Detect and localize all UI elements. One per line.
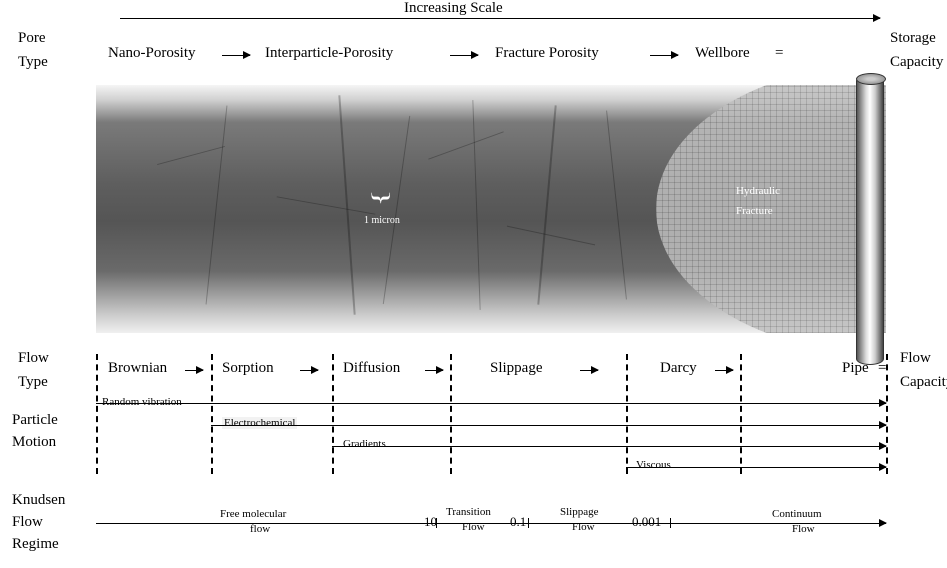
- pore-type-label-line2: Type: [18, 54, 48, 71]
- knudsen-tick-0-001: 0.001: [632, 514, 661, 530]
- knudsen-tickmark-2: [528, 518, 529, 528]
- divider-6: [740, 354, 742, 474]
- knudsen-tickmark-1: [436, 518, 437, 528]
- particle-arrow-viscous: [626, 467, 886, 468]
- flow-type-brownian: Brownian: [108, 360, 167, 377]
- pore-arrow-1: [222, 55, 250, 56]
- pore-type-wellbore: Wellbore: [695, 45, 750, 62]
- knudsen-continuum-line2: Flow: [792, 523, 815, 535]
- particle-electrochemical: Electrochemical: [222, 417, 297, 429]
- flow-arrow-5: [715, 370, 733, 371]
- flow-type-diffusion: Diffusion: [343, 360, 400, 377]
- flow-arrow-1: [185, 370, 203, 371]
- increasing-scale-label: Increasing Scale: [400, 0, 507, 17]
- knudsen-slippage-line2: Flow: [572, 521, 595, 533]
- divider-5: [626, 354, 628, 474]
- flow-capacity-label-line1: Flow: [900, 350, 931, 367]
- knudsen-transition-line1: Transition: [446, 506, 491, 518]
- pore-type-label-line1: Pore: [18, 30, 46, 47]
- pore-type-fracture: Fracture Porosity: [495, 45, 599, 62]
- knudsen-axis-arrow: [96, 523, 886, 524]
- knudsen-label-line1: Knudsen: [12, 492, 65, 509]
- knudsen-slippage-line1: Slippage: [560, 506, 599, 518]
- hydraulic-fracture-label-line2: Fracture: [736, 205, 773, 217]
- flow-type-label-line1: Flow: [18, 350, 49, 367]
- flow-capacity-label-line2: Capacity: [900, 374, 947, 391]
- increasing-scale-arrow: [120, 18, 880, 19]
- pore-type-interparticle: Interparticle-Porosity: [265, 45, 393, 62]
- flow-type-darcy: Darcy: [660, 360, 697, 377]
- knudsen-continuum-line1: Continuum: [772, 508, 822, 520]
- particle-arrow-random: [96, 403, 886, 404]
- knudsen-free-line1: Free molecular: [220, 508, 286, 520]
- knudsen-free-line2: flow: [250, 523, 270, 535]
- pore-type-equals: =: [775, 45, 783, 62]
- flow-arrow-3: [425, 370, 443, 371]
- pore-arrow-3: [650, 55, 678, 56]
- pore-arrow-2: [450, 55, 478, 56]
- pore-type-nano: Nano-Porosity: [108, 45, 196, 62]
- hydraulic-fracture-label-line1: Hydraulic: [736, 185, 780, 197]
- particle-viscous: Viscous: [636, 459, 671, 471]
- wellbore-cylinder: [856, 75, 884, 365]
- particle-random-vibration: Random vibration: [102, 396, 182, 408]
- knudsen-tickmark-3: [670, 518, 671, 528]
- particle-gradients: Gradients: [343, 438, 386, 450]
- micron-label: 1 micron: [364, 215, 400, 226]
- flow-type-slippage: Slippage: [490, 360, 543, 377]
- flow-arrow-4: [580, 370, 598, 371]
- particle-arrow-electro: [211, 425, 886, 426]
- particle-motion-label-line1: Particle: [12, 412, 58, 429]
- flow-type-pipe-equals: =: [878, 360, 886, 377]
- flow-type-pipe: Pipe: [842, 360, 869, 377]
- rock-formation-image: } 1 micron Hydraulic Fracture: [96, 85, 886, 333]
- particle-motion-label-line2: Motion: [12, 434, 56, 451]
- knudsen-label-line3: Regime: [12, 536, 59, 553]
- flow-type-sorption: Sorption: [222, 360, 274, 377]
- storage-capacity-label-line1: Storage: [890, 30, 936, 47]
- storage-capacity-label-line2: Capacity: [890, 54, 943, 71]
- knudsen-label-line2: Flow: [12, 514, 43, 531]
- divider-2: [211, 354, 213, 474]
- divider-3: [332, 354, 334, 474]
- micron-brace-icon: }: [368, 190, 394, 207]
- divider-1: [96, 354, 98, 474]
- divider-4: [450, 354, 452, 474]
- knudsen-transition-line2: Flow: [462, 521, 485, 533]
- flow-arrow-2: [300, 370, 318, 371]
- knudsen-tick-0-1: 0.1: [510, 514, 526, 530]
- flow-type-label-line2: Type: [18, 374, 48, 391]
- particle-arrow-gradients: [332, 446, 886, 447]
